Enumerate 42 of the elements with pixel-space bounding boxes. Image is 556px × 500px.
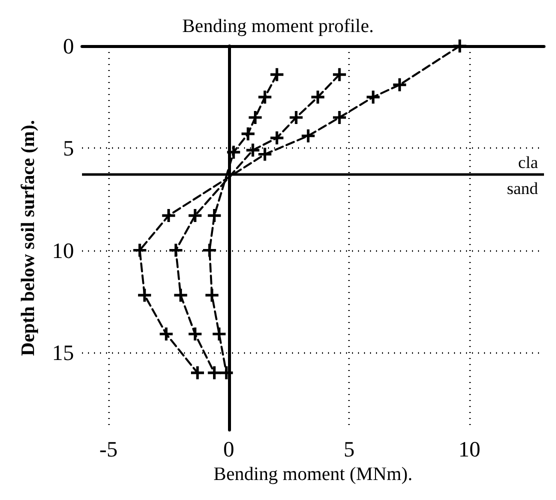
y-axis-title: Depth below soil surface (m). xyxy=(18,120,39,356)
point xyxy=(208,209,221,222)
point xyxy=(258,148,272,161)
point xyxy=(453,40,466,52)
point xyxy=(162,209,176,222)
point xyxy=(270,68,284,82)
y-tick-label: 10 xyxy=(52,238,74,263)
y-tick-label: 15 xyxy=(52,340,74,365)
point xyxy=(366,90,380,104)
point xyxy=(246,144,260,157)
annotation: sand xyxy=(506,179,538,198)
x-tick-label: 0 xyxy=(223,436,234,462)
point xyxy=(393,78,406,92)
point xyxy=(242,127,255,140)
point xyxy=(191,366,204,380)
point xyxy=(188,209,202,222)
point xyxy=(203,244,216,257)
point xyxy=(205,288,218,302)
point xyxy=(188,328,202,340)
x-tick-label: -5 xyxy=(99,436,118,462)
point xyxy=(332,68,346,82)
point xyxy=(160,328,173,340)
point xyxy=(138,288,152,302)
point xyxy=(270,131,284,144)
point xyxy=(302,129,315,142)
point xyxy=(133,244,146,257)
x-axis-title: Bending moment (MNm). xyxy=(214,464,412,485)
point xyxy=(174,288,188,302)
point xyxy=(169,244,182,257)
x-tick-label: 5 xyxy=(344,436,355,462)
point xyxy=(208,366,221,380)
x-tick-label: 10 xyxy=(458,436,480,462)
point xyxy=(290,110,303,124)
y-tick-label: 5 xyxy=(63,136,74,161)
point xyxy=(258,90,272,104)
annotation: cla xyxy=(518,153,538,172)
point xyxy=(311,90,324,104)
point xyxy=(212,328,226,340)
chart-title: Bending moment profile. xyxy=(182,16,374,37)
point xyxy=(248,110,262,124)
y-tick-label: 0 xyxy=(63,34,74,58)
point xyxy=(332,110,346,124)
